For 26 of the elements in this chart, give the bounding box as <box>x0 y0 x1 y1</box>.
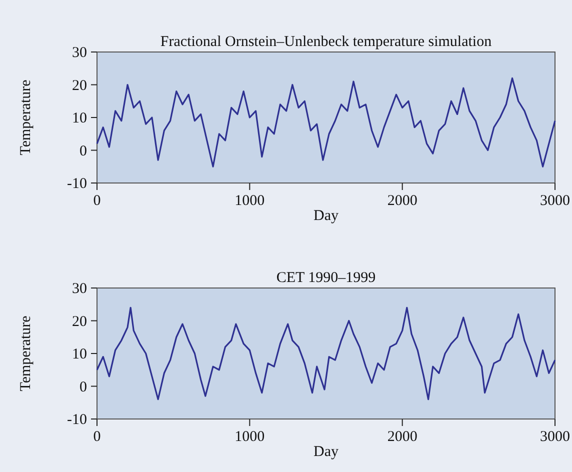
x-tick-label: 3000 <box>540 429 570 445</box>
x-tick-label: 0 <box>93 193 101 209</box>
y-tick-label: 30 <box>72 45 87 61</box>
x-tick-label: 1000 <box>234 429 265 445</box>
line-series <box>96 306 556 400</box>
y-tick-label: 0 <box>80 143 87 160</box>
y-tick-label: 20 <box>72 314 87 330</box>
y-axis-title: Temperature <box>18 79 34 156</box>
chart-title: CET 1990–1999 <box>276 270 376 286</box>
y-tick-label: -10 <box>67 412 87 428</box>
x-tick-label: 1000 <box>234 193 265 209</box>
y-tick-label: 30 <box>72 281 87 297</box>
x-axis-title: Day <box>314 444 339 460</box>
x-tick-label: 3000 <box>540 193 570 209</box>
y-axis-title: Temperature <box>18 315 34 392</box>
chart-title: Fractional Ornstein–Unlenbeck temperature simulation <box>160 34 492 50</box>
y-tick-label: 10 <box>72 110 87 126</box>
x-axis-title: Day <box>314 208 339 224</box>
x-tick-label: 2000 <box>387 193 418 209</box>
x-tick-label: 2000 <box>387 429 418 445</box>
y-tick-label: 0 <box>80 379 87 396</box>
x-tick-label: 0 <box>93 429 101 445</box>
y-tick-label: 20 <box>72 78 87 94</box>
line-series <box>96 77 556 168</box>
y-tick-label: 10 <box>72 346 87 362</box>
y-tick-label: -10 <box>67 176 87 192</box>
